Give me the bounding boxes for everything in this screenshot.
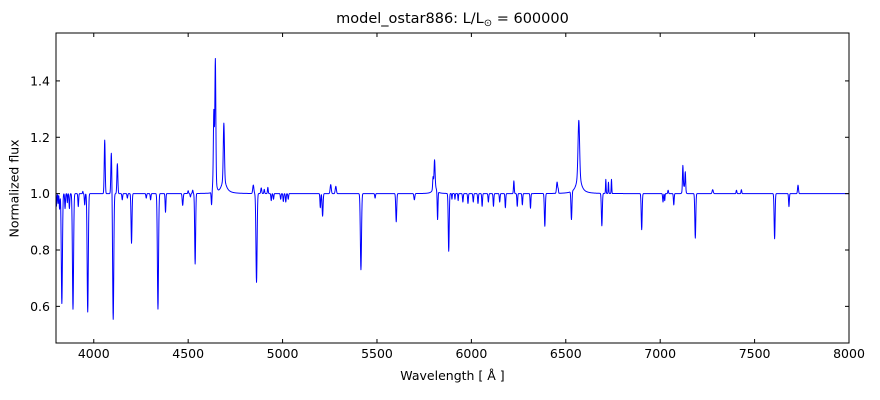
plot-frame bbox=[55, 32, 850, 344]
plot-title-value: = 600000 bbox=[492, 11, 569, 27]
x-axis-label: Wavelength [ Å ] bbox=[400, 368, 505, 383]
y-tick-label: 0.8 bbox=[30, 243, 50, 258]
x-tick-label: 5000 bbox=[267, 346, 299, 361]
plot-title: model_ostar886: L/L⊙ = 600000 bbox=[56, 11, 849, 29]
y-tick-label: 1.0 bbox=[30, 186, 50, 201]
sun-symbol: ⊙ bbox=[483, 18, 493, 29]
x-tick-label: 4500 bbox=[172, 346, 204, 361]
x-tick-label: 8000 bbox=[833, 346, 865, 361]
x-tick-label: 6500 bbox=[550, 346, 582, 361]
y-tick-label: 1.2 bbox=[30, 130, 50, 145]
plot-title-text: model_ostar886: L/L bbox=[336, 11, 484, 27]
x-tick-label: 4000 bbox=[78, 346, 110, 361]
x-tick-label: 7500 bbox=[739, 346, 771, 361]
y-tick-label: 1.4 bbox=[30, 73, 50, 88]
x-tick-label: 5500 bbox=[361, 346, 393, 361]
y-tick-label: 0.6 bbox=[30, 299, 50, 314]
x-tick-label: 7000 bbox=[644, 346, 676, 361]
spectrum-line bbox=[55, 58, 850, 320]
x-tick-label: 6000 bbox=[455, 346, 487, 361]
y-axis-label: Normalized flux bbox=[6, 139, 22, 238]
